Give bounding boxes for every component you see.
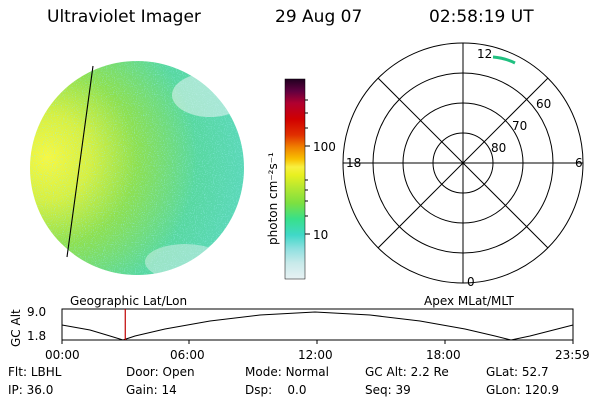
status-ip: IP: 36.0 xyxy=(8,383,54,397)
altitude-plot xyxy=(61,308,574,344)
time-label: 02:58:19 UT xyxy=(429,7,534,27)
status-gc-alt: GC Alt: 2.2 Re xyxy=(365,365,449,379)
polar-emission-patch xyxy=(492,55,516,65)
colorbar-unit-label: photon cm⁻²s⁻¹ xyxy=(266,152,280,245)
alt-xtick-2: 12:00 xyxy=(298,348,333,362)
polar-plot xyxy=(342,42,584,284)
colorbar-tick-10: 10 xyxy=(313,228,329,242)
status-filter-value: LBHL xyxy=(30,365,62,379)
status-gain: Gain: 14 xyxy=(126,383,177,397)
geographic-caption: Geographic Lat/Lon xyxy=(70,294,188,308)
apex-caption: Apex MLat/MLT xyxy=(424,294,514,308)
colorbar xyxy=(284,78,310,280)
status-gc-alt-value: 2.2 Re xyxy=(410,365,449,379)
alt-xtick-4: 23:59 xyxy=(555,348,590,362)
status-glon-value: 120.9 xyxy=(524,383,559,397)
alt-xtick-1: 06:00 xyxy=(170,348,205,362)
status-gain-value: 14 xyxy=(161,383,177,397)
mlt-label-12: 12 xyxy=(477,47,493,61)
status-door: Door: Open xyxy=(126,365,195,379)
status-mode-value: Normal xyxy=(285,365,329,379)
status-dsp: Dsp: 0.0 xyxy=(245,383,307,397)
date-label: 29 Aug 07 xyxy=(275,7,363,27)
lat-label-60: 60 xyxy=(536,97,552,111)
mlt-label-18: 18 xyxy=(346,156,362,170)
terminator-line xyxy=(66,65,94,258)
mlt-label-0: 0 xyxy=(467,275,475,289)
status-seq-value: 39 xyxy=(395,383,411,397)
status-dsp-value: 0.0 xyxy=(287,383,307,397)
status-mode: Mode: Normal xyxy=(245,365,329,379)
alt-xtick-0: 00:00 xyxy=(45,348,80,362)
status-filter: Flt: LBHL xyxy=(8,365,62,379)
lat-label-80: 80 xyxy=(491,141,507,155)
status-ip-value: 36.0 xyxy=(26,383,54,397)
status-glat: GLat: 52.7 xyxy=(486,365,549,379)
status-glon: GLon: 120.9 xyxy=(486,383,559,397)
status-door-value: Open xyxy=(162,365,195,379)
alt-ylabel: GC Alt xyxy=(9,309,23,347)
lat-label-70: 70 xyxy=(512,119,528,133)
alt-ytick-low: 1.8 xyxy=(27,329,47,343)
instrument-title: Ultraviolet Imager xyxy=(47,7,201,27)
colorbar-tick-100: 100 xyxy=(313,140,336,154)
alt-ytick-high: 9.0 xyxy=(27,305,47,319)
status-seq: Seq: 39 xyxy=(365,383,411,397)
mlt-label-6: 6 xyxy=(575,156,583,170)
alt-xtick-3: 18:00 xyxy=(426,348,461,362)
earth-disk-image xyxy=(30,61,244,275)
status-glat-value: 52.7 xyxy=(521,365,549,379)
